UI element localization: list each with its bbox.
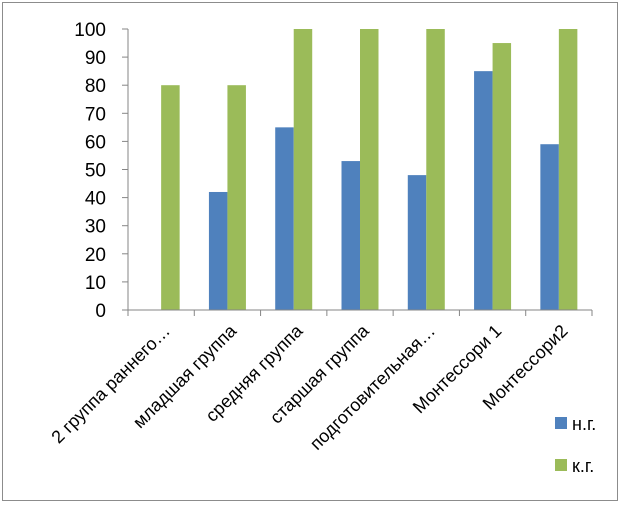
legend-swatch	[555, 417, 567, 429]
bar-kg	[227, 85, 246, 310]
y-tick-label: 90	[85, 48, 106, 69]
bar-ng	[208, 191, 228, 310]
legend: н.г. к.г.	[555, 414, 596, 476]
y-tick-label: 80	[85, 76, 106, 97]
y-tick-label: 30	[85, 217, 106, 238]
bar-ng	[275, 127, 294, 310]
bar-kg	[558, 29, 578, 310]
legend-swatch	[555, 459, 567, 471]
y-tick-label: 40	[85, 189, 106, 210]
y-tick-label: 50	[85, 161, 106, 182]
y-tick-label: 60	[85, 132, 106, 153]
bar-series	[161, 29, 578, 311]
bar-kg	[360, 29, 379, 310]
y-axis-tick-labels: 0 10 20 30 40 50 60 70 80 90 100	[74, 20, 106, 322]
chart-axes	[122, 28, 593, 316]
bar-kg	[426, 29, 445, 310]
x-tick-label: 2 группа раннего…	[47, 321, 174, 448]
legend-label: к.г.	[572, 456, 594, 476]
y-tick-label: 100	[74, 20, 106, 41]
y-tick-label: 0	[95, 301, 106, 322]
bar-ng	[341, 161, 360, 310]
y-tick-label: 10	[85, 273, 106, 294]
bar-ng	[540, 144, 559, 310]
bar-kg	[293, 29, 313, 310]
y-tick-label: 20	[85, 245, 106, 266]
y-tick-label: 70	[85, 104, 106, 125]
bar-kg	[492, 43, 512, 311]
bar-ng	[407, 175, 427, 310]
bar-ng	[474, 71, 493, 311]
legend-label: н.г.	[572, 414, 596, 434]
x-tick-label: подготовительная…	[306, 321, 439, 454]
bar-kg	[161, 85, 180, 310]
